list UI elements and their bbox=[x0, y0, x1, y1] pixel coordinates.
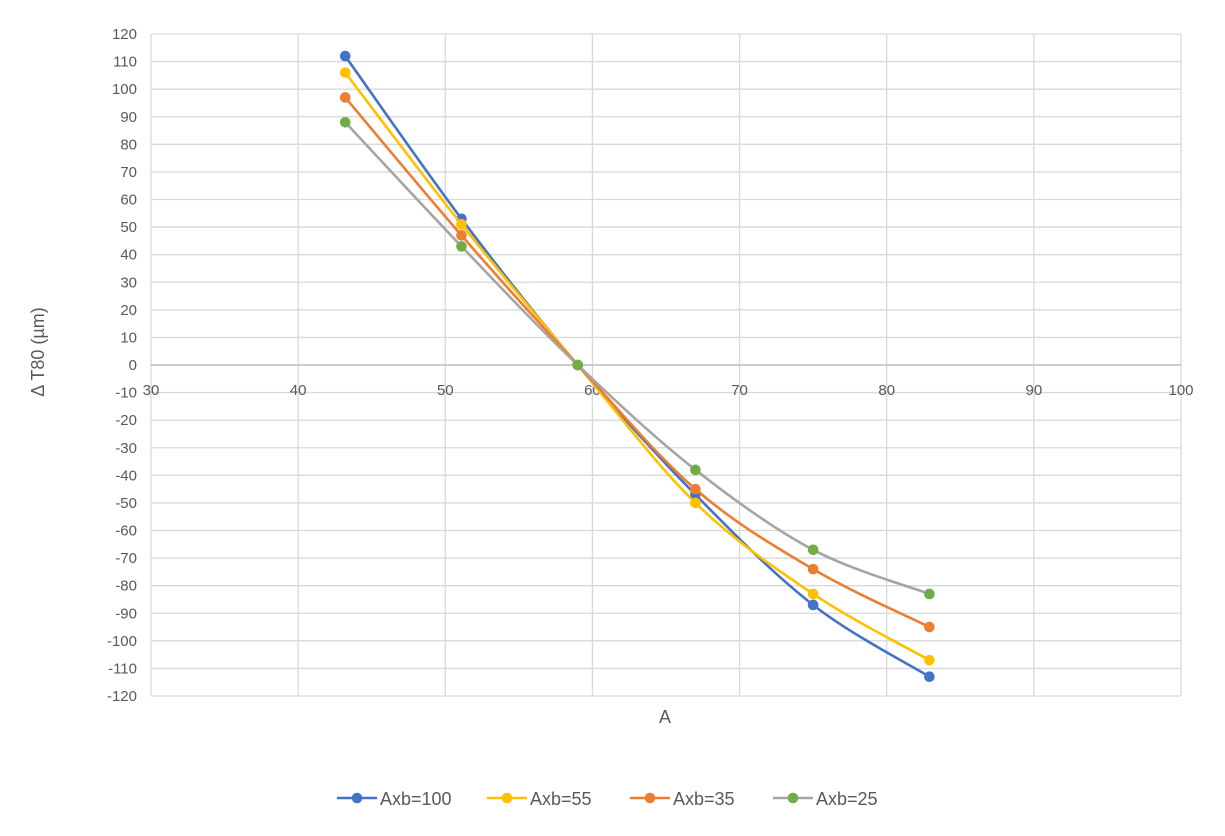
data-point bbox=[807, 544, 819, 556]
x-tick-label: 40 bbox=[290, 382, 307, 399]
legend-item: Axb=100 bbox=[337, 789, 452, 809]
legend-marker bbox=[351, 792, 363, 804]
x-tick-label: 100 bbox=[1168, 382, 1193, 399]
y-tick-label: -40 bbox=[115, 467, 137, 484]
y-tick-label: 0 bbox=[129, 357, 137, 374]
data-point bbox=[690, 464, 701, 476]
series-group bbox=[339, 50, 935, 682]
data-point bbox=[924, 671, 935, 682]
y-tick-label: 100 bbox=[112, 81, 137, 98]
series-axb-25 bbox=[339, 116, 935, 600]
data-point bbox=[339, 67, 351, 78]
data-point bbox=[339, 50, 351, 62]
series-line bbox=[344, 121, 930, 596]
data-point bbox=[690, 497, 701, 509]
y-tick-label: -120 bbox=[107, 688, 137, 705]
data-point bbox=[924, 621, 935, 633]
series-line bbox=[344, 71, 931, 662]
y-tick-label: 70 bbox=[120, 164, 137, 181]
x-tick-label: 70 bbox=[731, 382, 748, 399]
data-point bbox=[924, 654, 935, 666]
data-point bbox=[807, 563, 819, 575]
x-tick-label: 90 bbox=[1026, 382, 1043, 399]
y-tick-label: 40 bbox=[120, 247, 137, 264]
y-tick-label: 30 bbox=[120, 274, 137, 291]
legend-label: Axb=25 bbox=[816, 789, 878, 809]
x-tick-label: 30 bbox=[143, 382, 160, 399]
y-tick-label: -20 bbox=[115, 412, 137, 429]
legend-item: Axb=25 bbox=[773, 789, 878, 809]
legend-label: Axb=55 bbox=[530, 789, 592, 809]
x-tick-labels: 30 40 50 60 70 80 90 100 bbox=[143, 382, 1194, 399]
legend-item: Axb=35 bbox=[630, 789, 735, 809]
y-tick-label: -10 bbox=[115, 385, 137, 402]
y-tick-label: -80 bbox=[115, 578, 137, 595]
legend-item: Axb=55 bbox=[487, 789, 592, 809]
y-tick-label: 60 bbox=[120, 192, 137, 209]
legend-label: Axb=100 bbox=[380, 789, 452, 809]
y-tick-label: 50 bbox=[120, 219, 137, 236]
y-tick-label: 90 bbox=[120, 109, 137, 126]
data-point bbox=[807, 599, 819, 611]
data-point bbox=[572, 359, 584, 371]
y-tick-label: -90 bbox=[115, 605, 137, 622]
y-tick-label: 20 bbox=[120, 302, 137, 319]
x-tick-label: 50 bbox=[437, 382, 454, 399]
data-point bbox=[456, 230, 467, 241]
y-tick-label: 110 bbox=[113, 54, 137, 71]
legend-marker bbox=[501, 792, 513, 804]
y-tick-labels: 1201101009080706050403020100-10-20-30-40… bbox=[107, 26, 137, 705]
y-tick-label: -30 bbox=[115, 440, 137, 457]
y-tick-label: 10 bbox=[120, 329, 137, 346]
data-point bbox=[339, 116, 351, 128]
y-axis-title: Δ T80 (µm) bbox=[28, 307, 48, 396]
y-tick-label: -50 bbox=[115, 495, 137, 512]
data-point bbox=[690, 483, 701, 495]
series-line bbox=[344, 96, 930, 629]
y-tick-label: -110 bbox=[108, 660, 137, 677]
y-tick-label: 80 bbox=[120, 136, 137, 153]
data-point bbox=[924, 588, 935, 600]
x-axis-title: A bbox=[659, 707, 671, 727]
series-axb-35 bbox=[339, 92, 935, 633]
legend-marker bbox=[787, 792, 799, 804]
data-point bbox=[456, 241, 467, 252]
legend: Axb=100 Axb=55 Axb=35 Axb=25 bbox=[337, 789, 878, 809]
legend-label: Axb=35 bbox=[673, 789, 735, 809]
data-point bbox=[456, 219, 467, 230]
legend-marker bbox=[644, 792, 656, 804]
x-tick-label: 80 bbox=[878, 382, 895, 399]
series-axb-55 bbox=[339, 67, 935, 666]
y-tick-label: -100 bbox=[107, 633, 137, 650]
data-point bbox=[807, 588, 819, 600]
y-tick-label: -70 bbox=[115, 550, 137, 567]
y-tick-label: 120 bbox=[112, 26, 137, 43]
data-point bbox=[339, 92, 351, 103]
y-tick-label: -60 bbox=[115, 523, 137, 540]
